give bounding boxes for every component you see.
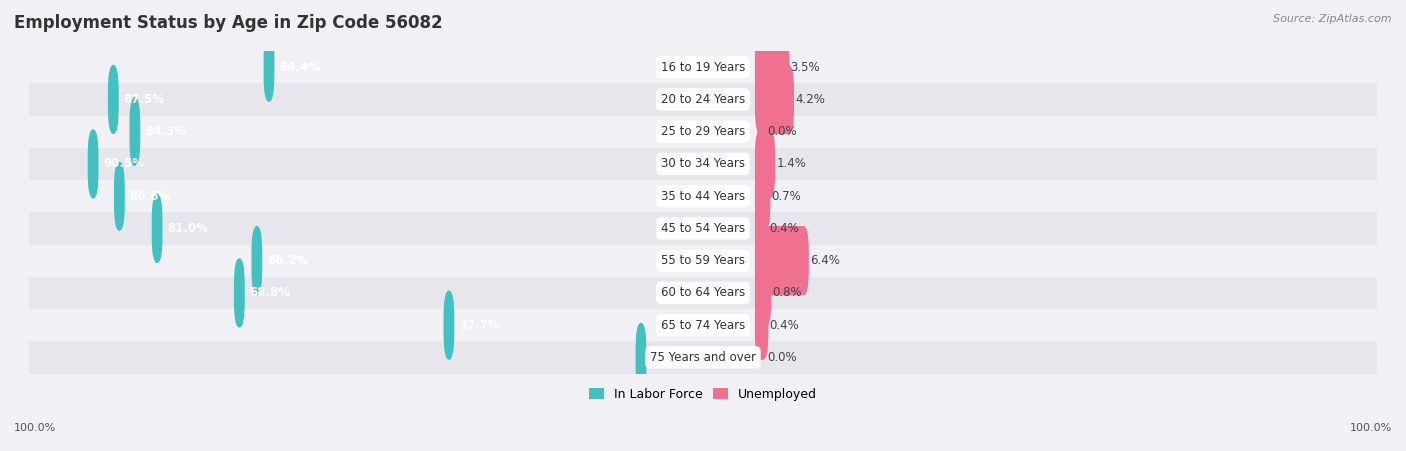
- Text: 87.5%: 87.5%: [124, 93, 165, 106]
- Text: 60 to 64 Years: 60 to 64 Years: [661, 286, 745, 299]
- Text: 35 to 44 Years: 35 to 44 Years: [661, 190, 745, 202]
- FancyBboxPatch shape: [755, 161, 770, 231]
- Text: 75 Years and over: 75 Years and over: [650, 351, 756, 364]
- FancyBboxPatch shape: [755, 258, 770, 327]
- Text: Source: ZipAtlas.com: Source: ZipAtlas.com: [1274, 14, 1392, 23]
- FancyBboxPatch shape: [129, 97, 141, 166]
- FancyBboxPatch shape: [30, 277, 1376, 309]
- FancyBboxPatch shape: [233, 258, 245, 327]
- Text: 9.2%: 9.2%: [651, 351, 683, 364]
- Text: 84.3%: 84.3%: [145, 125, 186, 138]
- Text: 3.5%: 3.5%: [790, 61, 820, 74]
- Text: 1.4%: 1.4%: [776, 157, 806, 170]
- Text: 25 to 29 Years: 25 to 29 Years: [661, 125, 745, 138]
- Text: 81.0%: 81.0%: [167, 222, 208, 235]
- FancyBboxPatch shape: [30, 180, 1376, 212]
- Text: 16 to 19 Years: 16 to 19 Years: [661, 61, 745, 74]
- Text: 55 to 59 Years: 55 to 59 Years: [661, 254, 745, 267]
- FancyBboxPatch shape: [636, 323, 647, 392]
- FancyBboxPatch shape: [30, 115, 1376, 148]
- FancyBboxPatch shape: [30, 341, 1376, 373]
- Text: 65 to 74 Years: 65 to 74 Years: [661, 319, 745, 331]
- Text: 100.0%: 100.0%: [14, 423, 56, 433]
- Text: 0.7%: 0.7%: [772, 190, 801, 202]
- Text: 86.6%: 86.6%: [129, 190, 170, 202]
- Text: 30 to 34 Years: 30 to 34 Years: [661, 157, 745, 170]
- FancyBboxPatch shape: [30, 51, 1376, 83]
- FancyBboxPatch shape: [755, 194, 768, 263]
- Text: 0.0%: 0.0%: [768, 351, 797, 364]
- FancyBboxPatch shape: [443, 290, 454, 360]
- FancyBboxPatch shape: [755, 226, 808, 295]
- Text: 100.0%: 100.0%: [1350, 423, 1392, 433]
- FancyBboxPatch shape: [30, 309, 1376, 341]
- FancyBboxPatch shape: [152, 194, 163, 263]
- FancyBboxPatch shape: [252, 226, 263, 295]
- FancyBboxPatch shape: [114, 161, 125, 231]
- Text: 0.4%: 0.4%: [769, 222, 800, 235]
- Text: 0.0%: 0.0%: [768, 125, 797, 138]
- FancyBboxPatch shape: [755, 290, 768, 360]
- Text: 37.7%: 37.7%: [458, 319, 499, 331]
- Text: 68.8%: 68.8%: [249, 286, 291, 299]
- Text: 66.2%: 66.2%: [267, 254, 308, 267]
- Legend: In Labor Force, Unemployed: In Labor Force, Unemployed: [583, 383, 823, 406]
- FancyBboxPatch shape: [755, 32, 789, 102]
- FancyBboxPatch shape: [755, 129, 775, 198]
- FancyBboxPatch shape: [108, 65, 118, 134]
- FancyBboxPatch shape: [263, 32, 274, 102]
- FancyBboxPatch shape: [87, 129, 98, 198]
- FancyBboxPatch shape: [30, 244, 1376, 277]
- FancyBboxPatch shape: [30, 212, 1376, 244]
- Text: 6.4%: 6.4%: [810, 254, 839, 267]
- Text: 90.5%: 90.5%: [103, 157, 145, 170]
- Text: 0.8%: 0.8%: [772, 286, 801, 299]
- Text: Employment Status by Age in Zip Code 56082: Employment Status by Age in Zip Code 560…: [14, 14, 443, 32]
- FancyBboxPatch shape: [755, 65, 794, 134]
- Text: 4.2%: 4.2%: [796, 93, 825, 106]
- Text: 0.4%: 0.4%: [769, 319, 800, 331]
- FancyBboxPatch shape: [30, 83, 1376, 115]
- Text: 20 to 24 Years: 20 to 24 Years: [661, 93, 745, 106]
- Text: 64.4%: 64.4%: [280, 61, 321, 74]
- Text: 45 to 54 Years: 45 to 54 Years: [661, 222, 745, 235]
- FancyBboxPatch shape: [30, 148, 1376, 180]
